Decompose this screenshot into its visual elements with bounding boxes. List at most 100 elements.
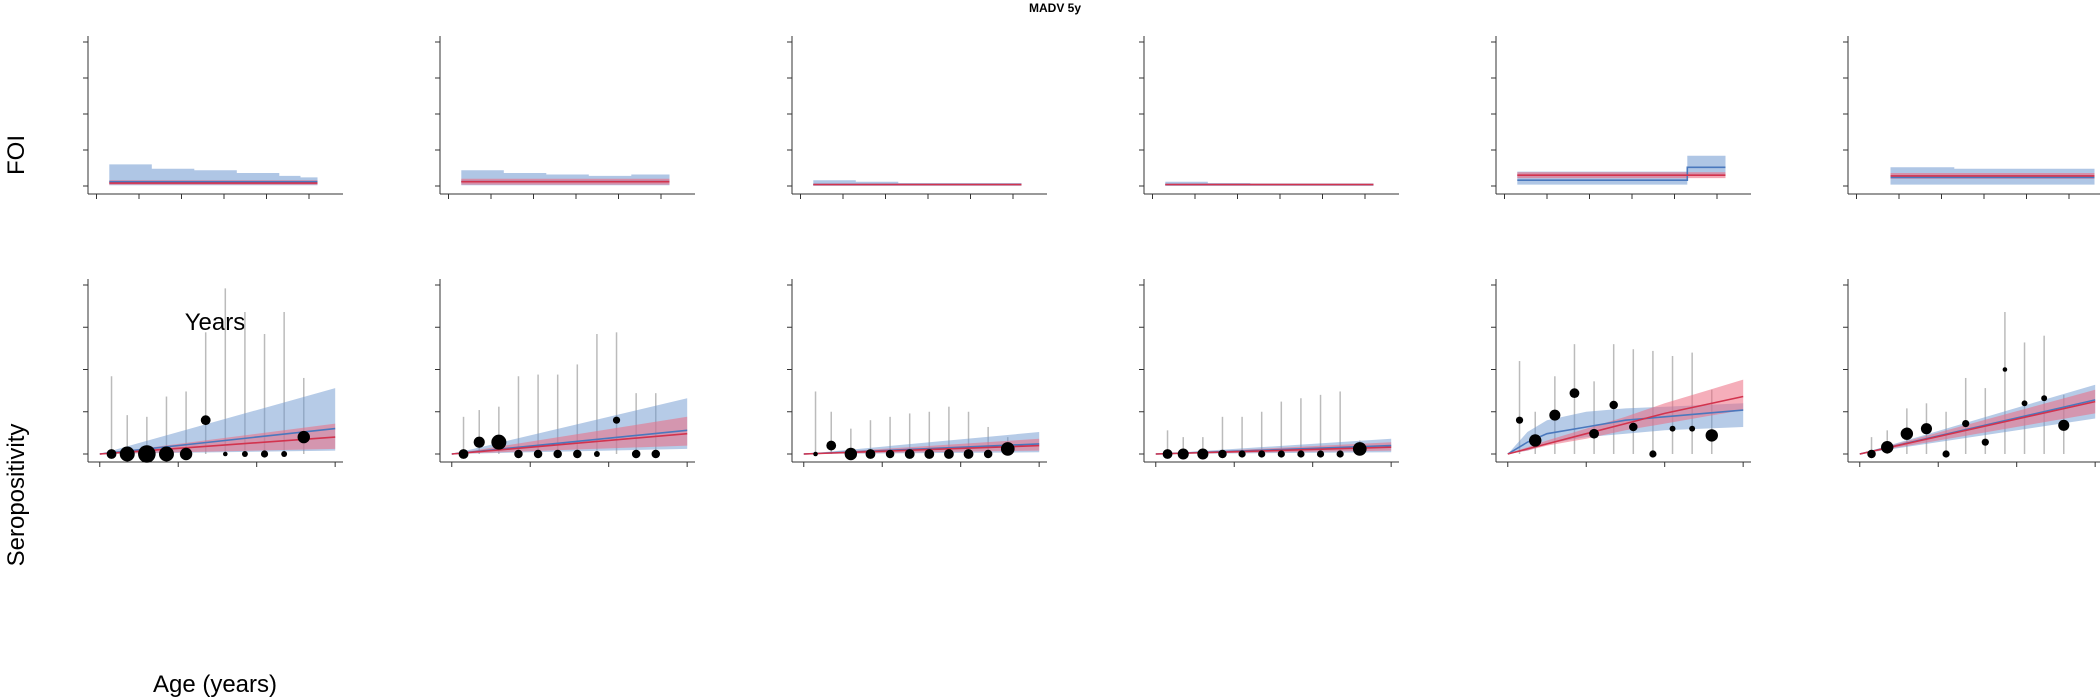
sero-point <box>138 445 156 463</box>
sero-point <box>844 447 858 461</box>
sero-point <box>1515 416 1524 424</box>
sero-red-band <box>1155 442 1392 454</box>
sero-point <box>1689 425 1696 432</box>
foi-blue-line <box>1517 166 1726 181</box>
sero-point <box>553 449 562 459</box>
sero-red-line <box>1859 400 2096 455</box>
sero-point <box>1629 422 1638 432</box>
foi-y-axis-title: FOI <box>3 135 30 175</box>
sero-red-band <box>1507 379 1744 454</box>
sero-point <box>297 430 310 444</box>
sero-point <box>1881 441 1894 454</box>
sero-point <box>1920 423 1933 435</box>
panel-2 <box>787 36 1047 467</box>
sero-x-axis-title: Age (years) <box>153 671 277 698</box>
sero-point <box>924 449 935 459</box>
sero-red-band <box>803 438 1040 454</box>
foi-x-axis-title: Years <box>185 309 246 336</box>
sero-point <box>223 451 228 457</box>
foi-axes-5 <box>1843 36 2100 199</box>
sero-point <box>1649 450 1657 458</box>
sero-point <box>1258 450 1266 458</box>
sero-point <box>119 446 135 462</box>
sero-point <box>1549 409 1561 421</box>
sero-point <box>885 449 895 459</box>
sero-axes-0 <box>83 279 343 467</box>
sero-point <box>1900 427 1914 440</box>
sero-point <box>1238 450 1246 458</box>
sero-point <box>458 449 469 459</box>
chart-title: MADV 5y <box>1029 1 1081 15</box>
sero-axes-4 <box>1491 279 1751 467</box>
sero-point <box>2021 400 2028 407</box>
sero-red-line <box>451 432 688 455</box>
foi-axes-4 <box>1491 36 1751 199</box>
sero-point <box>631 449 641 459</box>
sero-point <box>983 449 993 459</box>
sero-point <box>1669 425 1676 432</box>
sero-point <box>533 449 543 459</box>
foi-axes-3 <box>1139 36 1399 199</box>
sero-blue-line <box>99 427 336 455</box>
sero-point <box>2041 395 2048 402</box>
sero-point <box>1942 450 1950 458</box>
sero-point <box>1000 442 1015 456</box>
sero-point <box>1705 429 1718 442</box>
sero-point <box>593 451 600 457</box>
sero-point <box>473 436 485 448</box>
sero-point <box>944 449 954 459</box>
sero-point <box>179 447 193 461</box>
sero-point <box>1336 450 1344 458</box>
sero-point <box>1197 448 1209 460</box>
sero-red-line <box>1507 395 1744 455</box>
sero-red-band <box>99 423 336 454</box>
sero-red-line <box>1155 446 1392 455</box>
sero-point <box>1609 400 1618 410</box>
sero-point <box>1981 438 1989 446</box>
sero-point <box>2002 367 2008 372</box>
sero-axes-2 <box>787 279 1047 467</box>
sero-red-line <box>803 444 1040 455</box>
panel-1 <box>435 36 695 467</box>
sero-point <box>1352 442 1367 456</box>
sero-red-band <box>451 416 688 454</box>
sero-point <box>1162 449 1173 459</box>
sero-point <box>2058 419 2070 431</box>
panel-5 <box>1843 36 2100 467</box>
sero-point <box>241 451 248 457</box>
sero-point <box>612 416 621 424</box>
panel-4 <box>1491 36 1751 467</box>
panel-0 <box>83 36 343 467</box>
foi-axes-0 <box>83 36 343 199</box>
sero-point <box>1569 388 1580 399</box>
sero-point <box>106 449 117 459</box>
sero-point <box>904 449 915 459</box>
sero-point <box>1962 419 1970 428</box>
sero-point <box>1218 449 1227 459</box>
sero-red-band <box>1859 389 2096 454</box>
sero-point <box>1529 434 1542 447</box>
sero-point <box>281 451 288 457</box>
sero-point <box>260 450 269 458</box>
sero-blue-band <box>1859 384 2096 454</box>
sero-point <box>865 449 876 459</box>
sero-point <box>826 440 837 451</box>
sero-axes-1 <box>435 279 695 467</box>
foi-blue-band <box>109 164 318 186</box>
sero-point <box>200 415 211 426</box>
foi-axes-2 <box>787 36 1047 199</box>
sero-point <box>1589 428 1599 439</box>
sero-point <box>651 449 661 459</box>
sero-point <box>1297 450 1305 458</box>
sero-point <box>158 446 174 462</box>
foi-axes-1 <box>435 36 695 199</box>
sero-point <box>514 449 523 459</box>
sero-point <box>813 451 818 457</box>
sero-point <box>1867 449 1876 459</box>
sero-point <box>573 449 582 459</box>
panel-3 <box>1139 36 1399 467</box>
sero-y-axis-title: Seropositivity <box>3 424 30 567</box>
sero-point <box>963 449 974 459</box>
sero-point <box>1277 450 1285 458</box>
